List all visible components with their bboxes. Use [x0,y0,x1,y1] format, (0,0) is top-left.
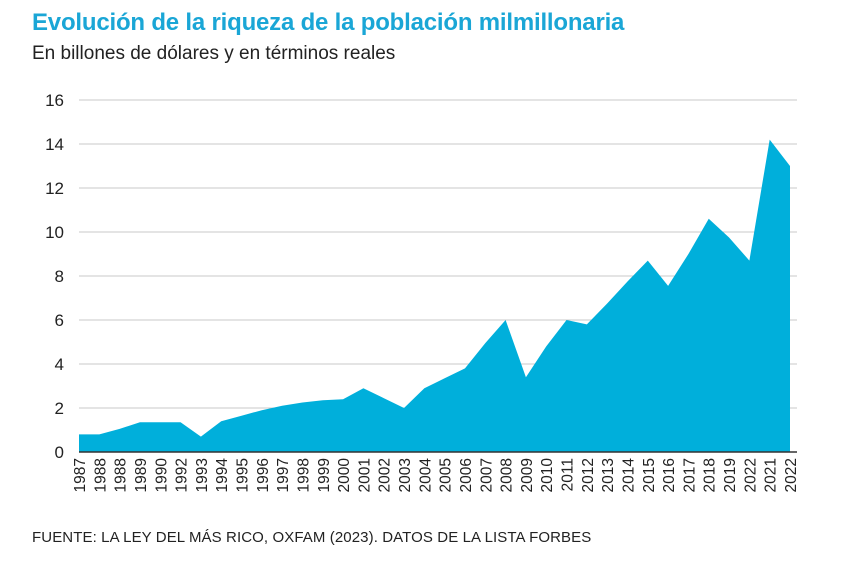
x-tick-label: 1989 [133,458,150,492]
x-tick-label: 2011 [560,458,577,491]
x-tick-label: 2019 [722,458,739,492]
x-tick-label: 2006 [458,458,475,492]
y-tick-label: 0 [55,443,64,462]
x-tick-label: 2022 [783,458,800,492]
x-tick-label: 2010 [539,458,556,493]
x-tick-label: 2009 [519,458,536,492]
x-tick-label: 2000 [336,458,353,493]
x-tick-label: 2013 [600,458,617,492]
x-tick-label: 2012 [580,458,597,492]
x-tick-label: 2018 [702,458,719,492]
x-tick-label: 1992 [174,458,191,492]
y-tick-label: 16 [45,91,64,110]
area-series [79,139,790,452]
x-tick-label: 2002 [377,458,394,492]
y-tick-label: 14 [45,135,64,154]
chart-subtitle: En billones de dólares y en términos rea… [32,43,396,64]
x-tick-label: 1995 [235,458,252,492]
x-tick-label: 1988 [113,458,130,492]
y-tick-label: 10 [45,223,64,242]
x-tick-label: 1993 [194,458,211,492]
y-tick-label: 4 [55,355,64,374]
x-tick-label: 2008 [499,458,516,492]
x-tick-label: 2022 [742,458,759,492]
x-tick-label: 2004 [417,458,434,493]
x-tick-label: 1998 [295,458,312,492]
x-tick-label: 2003 [397,458,414,492]
x-tick-label: 1990 [153,458,170,493]
x-tick-label: 2014 [620,458,637,493]
y-tick-label: 6 [55,311,64,330]
x-tick-label: 1987 [72,458,89,492]
source-note: FUENTE: LA LEY DEL MÁS RICO, OXFAM (2023… [32,529,592,546]
y-tick-label: 2 [55,399,64,418]
x-tick-label: 2007 [478,458,495,492]
x-tick-label: 2015 [641,458,658,492]
x-tick-label: 1988 [92,458,109,492]
x-tick-label: 1996 [255,458,272,492]
x-tick-label: 1999 [316,458,333,492]
y-tick-label: 8 [55,267,64,286]
x-tick-label: 2016 [661,458,678,492]
x-tick-label: 2017 [681,458,698,492]
y-tick-label: 12 [45,179,64,198]
x-tick-label: 1994 [214,458,231,493]
x-tick-label: 2001 [356,458,373,492]
x-tick-label: 2021 [763,458,780,492]
chart-title: Evolución de la riqueza de la población … [32,9,625,36]
x-tick-label: 1997 [275,458,292,492]
x-tick-label: 2005 [438,458,455,492]
